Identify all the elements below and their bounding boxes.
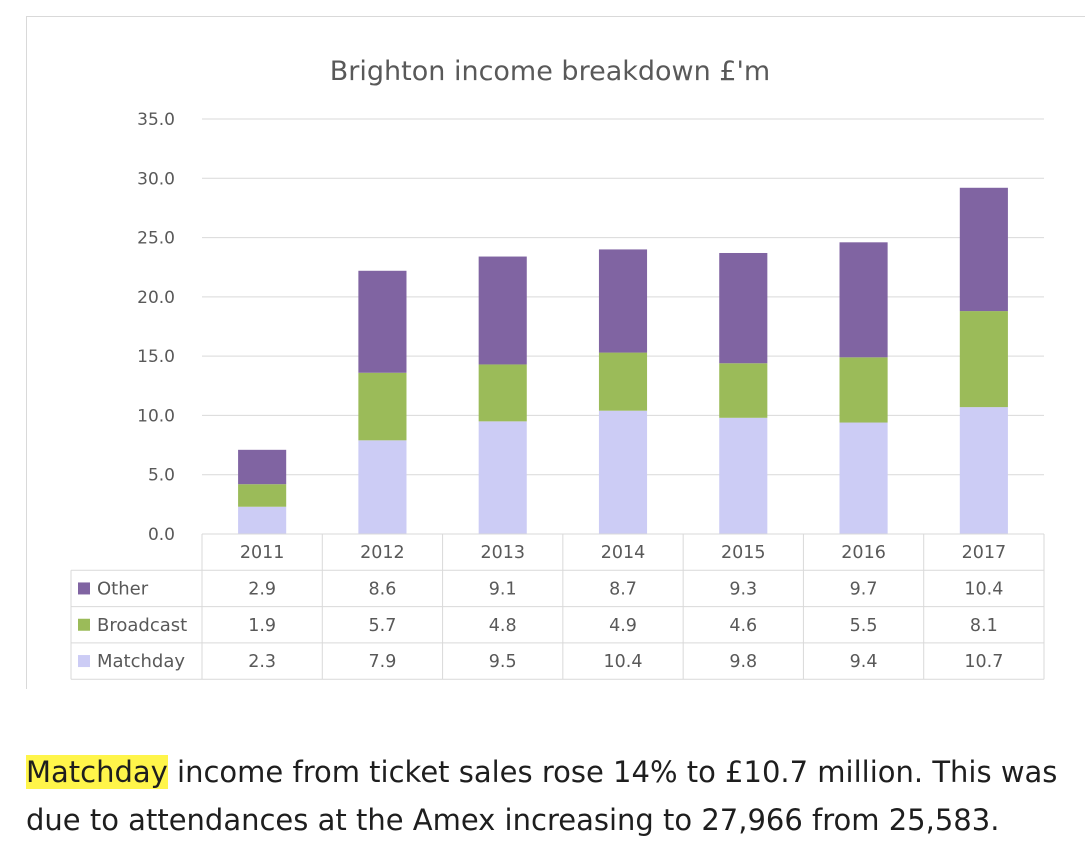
bar-matchday-2015 xyxy=(719,417,768,534)
caption: Matchday income from ticket sales rose 1… xyxy=(26,748,1076,844)
y-axis: 0.0 5.0 10.0 15.0 20.0 25.0 30.0 35.0 xyxy=(137,110,175,545)
data-label-matchday: 7.9 xyxy=(369,652,397,672)
data-label-broadcast: 4.6 xyxy=(729,616,757,636)
bar-matchday-2014 xyxy=(598,410,648,534)
bar-broadcast-2013 xyxy=(478,364,527,422)
data-label-matchday: 9.4 xyxy=(850,652,878,672)
bar-broadcast-2016 xyxy=(839,357,888,423)
income-chart: Brighton income breakdown £'m 0.0 5.0 10.0… xyxy=(70,56,1045,680)
data-label-other: 9.3 xyxy=(729,579,757,599)
data-label-other: 2.9 xyxy=(248,579,276,599)
data-label-matchday: 2.3 xyxy=(248,652,276,672)
y-tick-label: 10.0 xyxy=(137,406,175,426)
bar-matchday-2013 xyxy=(478,421,527,534)
bar-matchday-2011 xyxy=(238,506,287,534)
bar-other-2013 xyxy=(478,256,527,365)
legend-swatch-other xyxy=(78,582,90,595)
data-table: 2011 2012 2013 2014 2015 2016 2017 Other 2.9 8.6 9… xyxy=(70,533,1045,680)
data-label-other: 8.7 xyxy=(609,579,637,599)
x-tick-label: 2014 xyxy=(601,543,646,563)
data-label-broadcast: 5.7 xyxy=(369,616,397,636)
legend-label-broadcast: Broadcast xyxy=(97,615,187,636)
y-tick-label: 15.0 xyxy=(137,347,175,367)
bar-other-2016 xyxy=(839,242,888,358)
data-label-matchday: 9.8 xyxy=(729,652,757,672)
data-label-broadcast: 5.5 xyxy=(850,616,878,636)
bar-other-2011 xyxy=(238,449,287,485)
y-tick-label: 30.0 xyxy=(137,169,175,189)
chart-frame: Brighton income breakdown £'m 0.0 5.0 10.0… xyxy=(26,16,1085,689)
data-label-other: 9.7 xyxy=(850,579,878,599)
bar-other-2017 xyxy=(959,187,1008,312)
legend-label-matchday: Matchday xyxy=(97,651,185,672)
data-label-broadcast: 4.9 xyxy=(609,616,637,636)
y-tick-label: 0.0 xyxy=(148,525,175,545)
x-tick-label: 2011 xyxy=(240,543,285,563)
data-label-broadcast: 1.9 xyxy=(248,616,276,636)
bar-matchday-2016 xyxy=(839,422,888,534)
x-tick-label: 2016 xyxy=(841,543,886,563)
data-label-broadcast: 4.8 xyxy=(489,616,517,636)
data-label-other: 8.6 xyxy=(369,579,397,599)
bar-broadcast-2017 xyxy=(959,311,1008,408)
legend-swatch-broadcast xyxy=(78,618,90,631)
x-tick-label: 2015 xyxy=(721,543,766,563)
y-tick-label: 35.0 xyxy=(137,110,175,130)
y-tick-label: 20.0 xyxy=(137,288,175,308)
bar-other-2015 xyxy=(719,252,768,364)
x-tick-label: 2013 xyxy=(480,543,525,563)
caption-text: income from ticket sales rose 14% to £10… xyxy=(26,755,1058,837)
x-tick-label: 2017 xyxy=(962,543,1007,563)
data-label-matchday: 9.5 xyxy=(489,652,517,672)
bar-broadcast-2014 xyxy=(598,352,648,411)
data-label-other: 9.1 xyxy=(489,579,517,599)
legend-label-other: Other xyxy=(97,578,149,599)
chart-title: Brighton income breakdown £'m xyxy=(330,56,770,87)
caption-highlight: Matchday xyxy=(26,755,168,789)
data-label-broadcast: 8.1 xyxy=(970,616,998,636)
bar-other-2014 xyxy=(598,249,648,353)
legend-swatch-matchday xyxy=(78,655,90,668)
bar-matchday-2017 xyxy=(959,407,1008,534)
bar-broadcast-2012 xyxy=(358,372,407,441)
bar-matchday-2012 xyxy=(358,440,407,534)
bars xyxy=(238,187,1008,534)
x-tick-label: 2012 xyxy=(360,543,405,563)
bar-broadcast-2011 xyxy=(238,484,287,507)
bar-other-2012 xyxy=(358,270,407,373)
y-tick-label: 25.0 xyxy=(137,229,175,249)
y-tick-label: 5.0 xyxy=(148,466,175,486)
data-label-matchday: 10.4 xyxy=(604,652,643,672)
bar-broadcast-2015 xyxy=(719,363,768,418)
data-label-matchday: 10.7 xyxy=(964,652,1003,672)
data-label-other: 10.4 xyxy=(964,579,1003,599)
